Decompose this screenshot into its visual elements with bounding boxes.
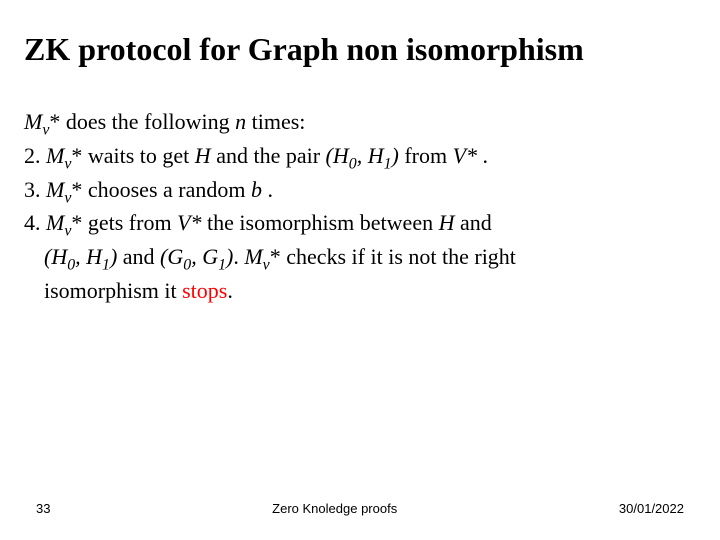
pair: (H bbox=[44, 244, 67, 269]
t: . bbox=[477, 143, 488, 168]
line-3: 3. Mv* chooses a random b . bbox=[24, 175, 696, 209]
pair: ) bbox=[392, 143, 399, 168]
sub-0: 0 bbox=[183, 257, 191, 274]
n: n bbox=[235, 109, 246, 134]
pair: (G bbox=[160, 244, 183, 269]
t: * checks if it is not the right bbox=[270, 244, 516, 269]
t: . bbox=[262, 177, 273, 202]
t: 3. bbox=[24, 177, 46, 202]
H: H bbox=[195, 143, 211, 168]
b: b bbox=[251, 177, 262, 202]
sub-0: 0 bbox=[67, 257, 75, 274]
stops: stops bbox=[182, 278, 227, 303]
t: and bbox=[454, 210, 491, 235]
mv-sym: M bbox=[46, 210, 64, 235]
H: H bbox=[439, 210, 455, 235]
footer: 33 Zero Knoledge proofs 30/01/2022 bbox=[0, 501, 720, 516]
sub-1: 1 bbox=[102, 257, 110, 274]
t: . bbox=[227, 278, 233, 303]
slide-number: 33 bbox=[36, 501, 50, 516]
t: * does the following bbox=[49, 109, 235, 134]
pair: , H bbox=[357, 143, 384, 168]
line-5: (H0, H1) and (G0, G1). Mv* checks if it … bbox=[24, 242, 696, 276]
t: the isomorphism between bbox=[202, 210, 439, 235]
t: * chooses a random bbox=[71, 177, 251, 202]
pair: (H bbox=[326, 143, 349, 168]
t: and the pair bbox=[211, 143, 326, 168]
mv-sym: M bbox=[46, 177, 64, 202]
t: 4. bbox=[24, 210, 46, 235]
slide-body: Mv* does the following n times: 2. Mv * w… bbox=[24, 107, 696, 306]
line-1: Mv* does the following n times: bbox=[24, 107, 696, 141]
footer-title: Zero Knoledge proofs bbox=[272, 501, 397, 516]
mv-sym: M bbox=[46, 143, 64, 168]
t: * waits to get bbox=[71, 143, 194, 168]
V: V* bbox=[177, 210, 201, 235]
line-2: 2. Mv* waits to get H and the pair (H0, … bbox=[24, 141, 696, 175]
t: . bbox=[233, 244, 244, 269]
pair: , G bbox=[191, 244, 218, 269]
t: * gets from bbox=[71, 210, 177, 235]
V: V* bbox=[453, 143, 477, 168]
t: 2. bbox=[24, 143, 46, 168]
t: from bbox=[399, 143, 453, 168]
sub-v: v bbox=[263, 257, 270, 274]
mv-sym: M bbox=[24, 109, 42, 134]
sub-1: 1 bbox=[384, 155, 392, 172]
slide: ZK protocol for Graph non isomorphism Mv… bbox=[0, 0, 720, 540]
mv-sym: M bbox=[244, 244, 262, 269]
t: and bbox=[117, 244, 160, 269]
slide-title: ZK protocol for Graph non isomorphism bbox=[24, 32, 696, 67]
sub-0: 0 bbox=[349, 155, 357, 172]
footer-date: 30/01/2022 bbox=[619, 501, 684, 516]
line-4: 4. Mv* gets from V* the isomorphism betw… bbox=[24, 208, 696, 242]
line-6: isomorphism it stops. bbox=[24, 276, 696, 306]
pair: , H bbox=[75, 244, 102, 269]
t: isomorphism it bbox=[44, 278, 182, 303]
sub-1: 1 bbox=[218, 257, 226, 274]
t: times: bbox=[246, 109, 305, 134]
